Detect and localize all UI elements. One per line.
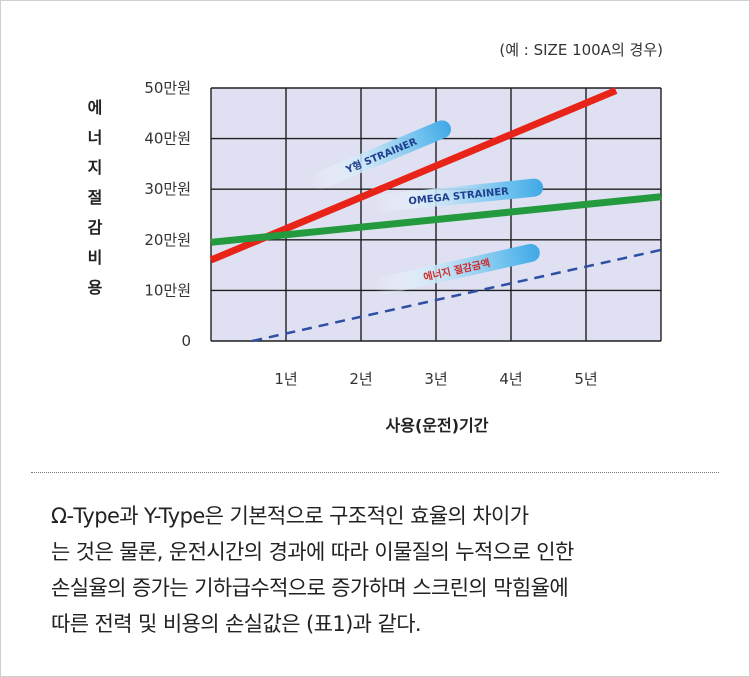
section-divider — [31, 472, 719, 473]
series-label-pill — [373, 243, 540, 295]
y-tick-label: 40만원 — [144, 130, 191, 148]
y-tick-label: 10만원 — [144, 281, 191, 299]
series-label-pill — [373, 178, 544, 212]
x-tick-label: 3년 — [424, 370, 447, 388]
series-line-2 — [251, 248, 662, 343]
description-line: 따른 전력 및 비용의 손실값은 (표1)과 같다. — [51, 612, 422, 636]
description-line: 는 것은 물론, 운전시간의 경과에 따라 이물질의 누적으로 인한 — [51, 540, 574, 564]
x-tick-labels: 1년 2년 3년 4년 5년 — [274, 370, 597, 388]
x-tick-label: 1년 — [274, 370, 297, 388]
y-tick-label: 0 — [181, 332, 191, 350]
chart-note: (예 : SIZE 100A의 경우) — [499, 41, 663, 59]
series-line-0 — [209, 87, 618, 264]
x-tick-label: 5년 — [574, 370, 597, 388]
series-label-pill — [311, 120, 451, 190]
x-tick-label: 4년 — [499, 370, 522, 388]
description-line: 손실율의 증가는 기하급수적으로 증가하며 스크린의 막힘율에 — [51, 576, 569, 600]
description-text: Ω-Type과 Y-Type은 기본적으로 구조적인 효율의 차이가 는 것은 … — [51, 498, 731, 642]
series-layer — [209, 87, 662, 343]
description-line: Ω-Type과 Y-Type은 기본적으로 구조적인 효율의 차이가 — [51, 504, 529, 528]
y-tick-label: 20만원 — [144, 231, 191, 249]
x-tick-label: 2년 — [349, 370, 372, 388]
y-tick-label: 30만원 — [144, 180, 191, 198]
x-axis-title: 사용(운전)기간 — [386, 416, 489, 435]
y-tick-label: 50만원 — [144, 79, 191, 97]
y-tick-labels: 0 10만원 20만원 30만원 40만원 50만원 — [144, 79, 191, 350]
series-line-1 — [210, 193, 662, 246]
